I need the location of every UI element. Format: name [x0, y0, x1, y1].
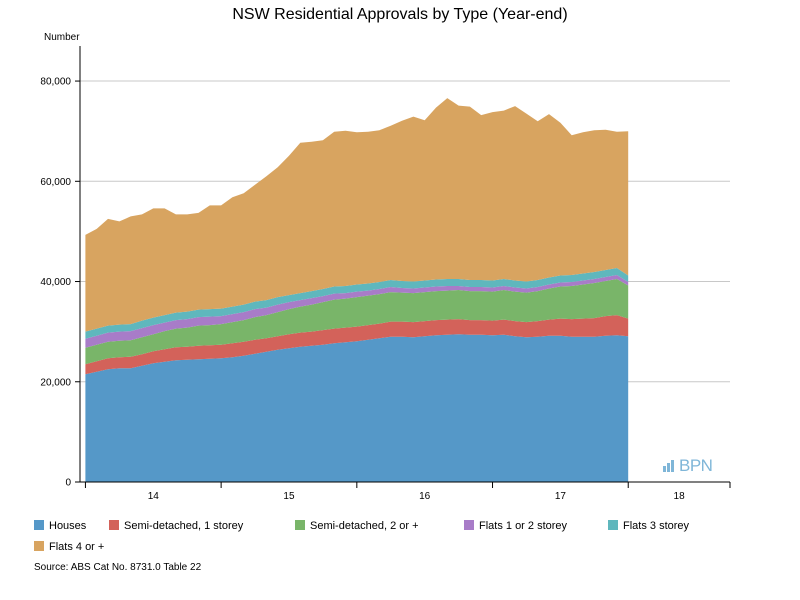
legend-swatch: [608, 520, 618, 530]
legend-swatch: [34, 520, 44, 530]
legend-item: Flats 4 or +: [34, 541, 104, 553]
legend-item: Semi-detached, 2 or +: [295, 520, 419, 532]
legend-swatch: [464, 520, 474, 530]
y-tick-label: 0: [65, 478, 71, 489]
x-tick-label: 15: [283, 491, 295, 502]
axes: 0 20,000 40,000 60,000 80,000 14 15 16 17 18: [40, 46, 731, 502]
legend-item: Semi-detached, 1 storey: [109, 520, 243, 532]
legend-label: Flats 3 storey: [623, 520, 690, 532]
y-axis-label: Number: [44, 32, 80, 43]
legend-label: Semi-detached, 1 storey: [124, 520, 244, 532]
area-flats-3-storey: [85, 268, 629, 339]
area-flats-4-or: [85, 98, 629, 332]
legend-item: Flats 1 or 2 storey: [464, 520, 567, 532]
stacked-areas: [85, 98, 629, 482]
x-tick-label: 17: [555, 491, 567, 502]
watermark-text: BPN: [679, 456, 713, 475]
y-tick-label: 20,000: [40, 377, 71, 388]
area-semi-detached-2-or: [85, 279, 629, 365]
legend-label: Flats 4 or +: [49, 541, 105, 553]
area-semi-detached-1-storey: [85, 315, 629, 375]
x-tick-label: 16: [419, 491, 431, 502]
y-tick-label: 40,000: [40, 277, 71, 288]
legend-item: Houses: [34, 520, 86, 532]
y-tick-label: 60,000: [40, 177, 71, 188]
legend-label: Flats 1 or 2 storey: [479, 520, 568, 532]
legend-item: Flats 3 storey: [608, 520, 689, 532]
y-tick-label: 80,000: [40, 77, 71, 88]
legend-swatch: [109, 520, 119, 530]
area-flats-1-or-2-storey: [85, 275, 629, 348]
bpn-watermark: BPN: [663, 456, 713, 476]
x-tick-label: 18: [674, 491, 686, 502]
legend-label: Semi-detached, 2 or +: [310, 520, 419, 532]
source-note: Source: ABS Cat No. 8731.0 Table 22: [34, 562, 202, 573]
legend-swatch: [34, 541, 44, 551]
legend-swatch: [295, 520, 305, 530]
x-tick-label: 14: [148, 491, 160, 502]
area-houses: [85, 334, 629, 482]
bar-chart-icon: [663, 460, 674, 472]
legend-label: Houses: [49, 520, 87, 532]
chart-title: NSW Residential Approvals by Type (Year-…: [232, 6, 568, 23]
